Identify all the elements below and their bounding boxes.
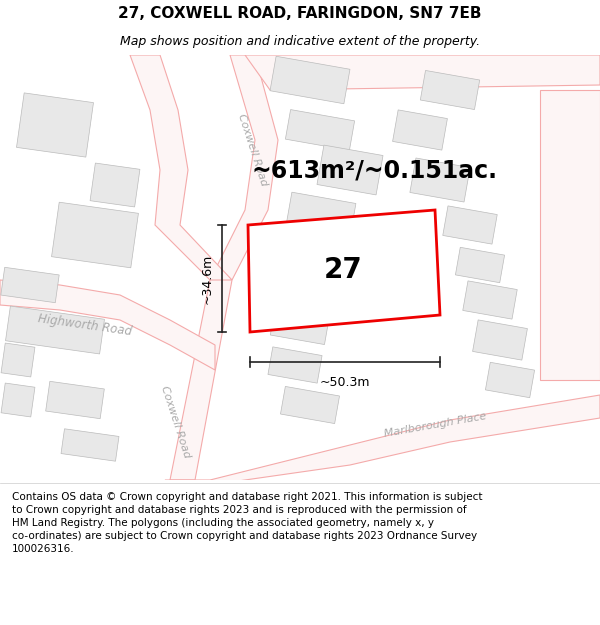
Polygon shape — [170, 55, 278, 480]
Polygon shape — [392, 110, 448, 150]
Text: 27: 27 — [324, 256, 362, 284]
Polygon shape — [52, 202, 139, 268]
Polygon shape — [5, 306, 104, 354]
Polygon shape — [271, 306, 329, 344]
Polygon shape — [245, 55, 600, 90]
Polygon shape — [46, 381, 104, 419]
Polygon shape — [463, 281, 517, 319]
Text: Contains OS data © Crown copyright and database right 2021. This information is : Contains OS data © Crown copyright and d… — [12, 492, 482, 554]
Text: 27, COXWELL ROAD, FARINGDON, SN7 7EB: 27, COXWELL ROAD, FARINGDON, SN7 7EB — [118, 6, 482, 21]
Polygon shape — [317, 145, 383, 195]
Text: ~34.6m: ~34.6m — [201, 253, 214, 304]
Polygon shape — [1, 383, 35, 417]
Polygon shape — [1, 343, 35, 377]
Polygon shape — [17, 93, 94, 157]
Text: ~50.3m: ~50.3m — [320, 376, 370, 389]
Polygon shape — [473, 320, 527, 360]
Polygon shape — [286, 109, 355, 151]
Polygon shape — [248, 210, 440, 332]
Polygon shape — [410, 158, 470, 202]
Polygon shape — [421, 71, 479, 109]
Polygon shape — [280, 386, 340, 424]
Text: Coxwell Road: Coxwell Road — [236, 112, 268, 188]
Polygon shape — [90, 163, 140, 207]
Polygon shape — [165, 395, 600, 490]
Polygon shape — [485, 362, 535, 398]
Polygon shape — [455, 248, 505, 282]
Polygon shape — [130, 55, 232, 280]
Text: Marlborough Place: Marlborough Place — [383, 411, 487, 439]
Polygon shape — [260, 258, 320, 302]
Polygon shape — [540, 90, 600, 380]
Text: Map shows position and indicative extent of the property.: Map shows position and indicative extent… — [120, 35, 480, 48]
Polygon shape — [1, 268, 59, 302]
Polygon shape — [61, 429, 119, 461]
Polygon shape — [284, 192, 356, 248]
Polygon shape — [443, 206, 497, 244]
Polygon shape — [0, 280, 215, 370]
Text: Highworth Road: Highworth Road — [37, 312, 133, 338]
Text: ~613m²/~0.151ac.: ~613m²/~0.151ac. — [252, 158, 498, 182]
Polygon shape — [270, 56, 350, 104]
Text: Coxwell Road: Coxwell Road — [158, 384, 191, 459]
Polygon shape — [268, 347, 322, 383]
